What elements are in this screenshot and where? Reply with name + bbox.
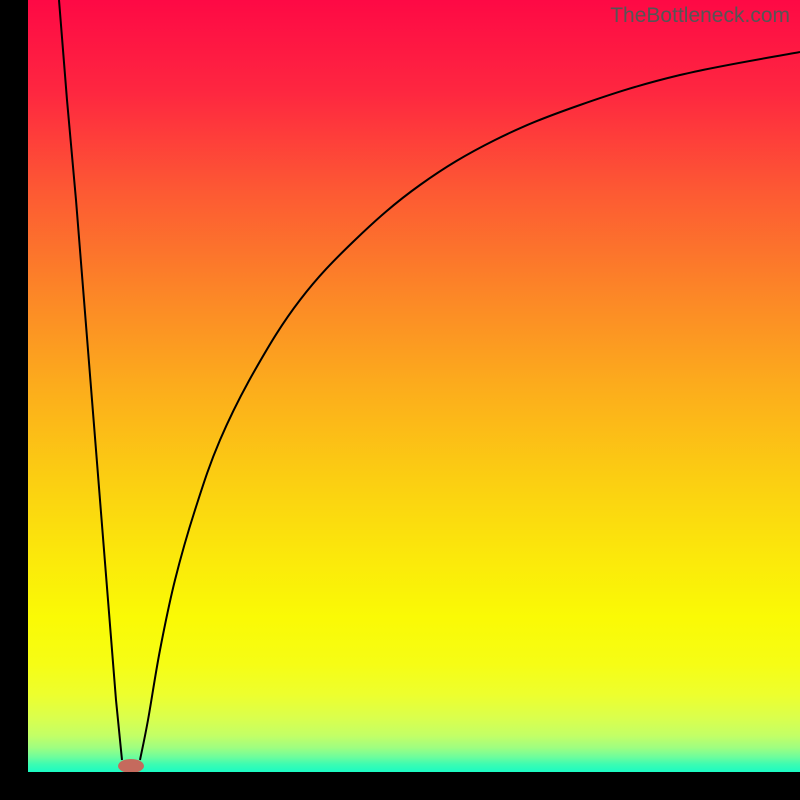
chart-container: TheBottleneck.com (0, 0, 800, 800)
watermark-text: TheBottleneck.com (610, 4, 790, 28)
chart-plot-area (28, 0, 800, 772)
minimum-marker (118, 759, 144, 773)
bottleneck-chart (0, 0, 800, 800)
